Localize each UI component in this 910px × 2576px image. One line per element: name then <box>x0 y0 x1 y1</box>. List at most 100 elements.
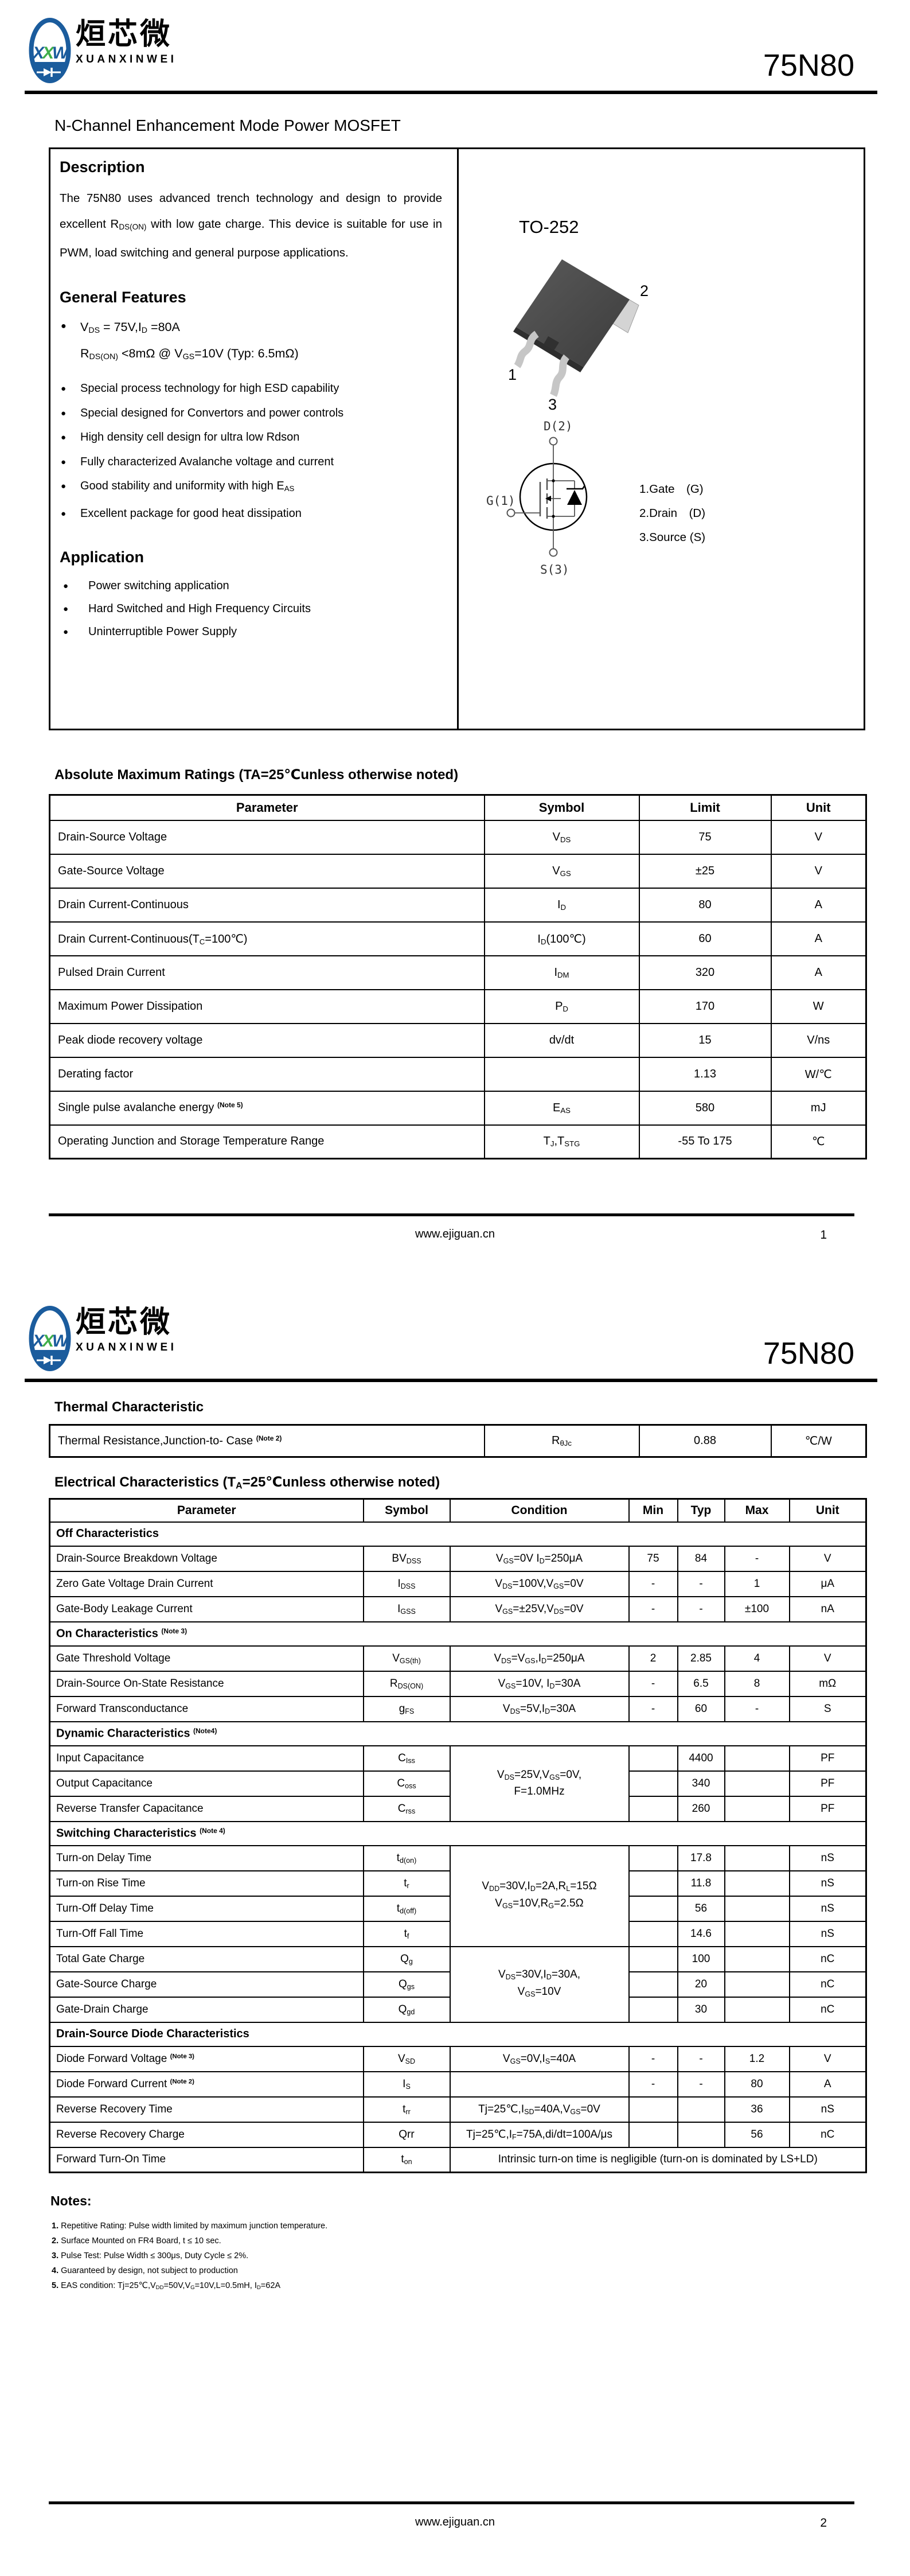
parameter-cell: Drain-Source Voltage <box>49 819 485 855</box>
symbol-cell: ID <box>483 887 640 923</box>
abs-max-header-row: Parameter Symbol Limit Unit <box>49 794 867 821</box>
pin-legend-item: 2.Drain (D) <box>639 507 706 520</box>
shared-condition-cell: VDS=30V,ID=30A, VGS=10V <box>449 1945 630 2023</box>
column-header: Max <box>724 1498 790 1523</box>
package-3d-icon: 2 1 3 <box>508 259 649 413</box>
logo-letter: W <box>52 44 70 63</box>
symbol-drain-label: D(2) <box>544 419 573 433</box>
table-row: Derating factor 1.13 W/℃ <box>49 1056 867 1092</box>
parameter-cell: Derating factor <box>49 1056 485 1092</box>
table-row: Drain-Source Breakdown Voltage BVDSS VGS=0… <box>49 1545 867 1572</box>
package-name: TO-252 <box>519 217 579 237</box>
limit-cell: 1.13 <box>638 1056 772 1092</box>
table-row: Gate-Source Charge Qgs 20 nC <box>49 1971 867 1998</box>
parameter-cell: Gate-Source Voltage <box>49 853 485 889</box>
logo-oval-icon: X X W <box>29 18 71 83</box>
unit-cell: ℃ <box>770 1124 867 1159</box>
brand-text: 烜芯微 XUANXINWEI <box>76 17 177 66</box>
symbol-cell <box>483 1056 640 1092</box>
package-pin3-label: 3 <box>548 396 557 413</box>
unit-cell: W <box>770 989 867 1024</box>
feature-item: Excellent package for good heat dissipat… <box>60 501 442 526</box>
logo-letter: X <box>41 44 55 63</box>
column-header: Condition <box>449 1498 630 1523</box>
footer-page-number: 1 <box>820 1228 827 1242</box>
column-header: Unit <box>770 794 867 821</box>
limit-cell: -55 To 175 <box>638 1124 772 1159</box>
parameter-cell: Drain Current-Continuous(TC=100℃) <box>49 921 485 956</box>
table-row: Peak diode recovery voltage dv/dt 15 V/n… <box>49 1022 867 1058</box>
table-row: Drain-Source On-State Resistance RDS(ON) V… <box>49 1670 867 1697</box>
logo-letter: X <box>41 1332 55 1351</box>
table-row: Forward Transconductance gFS VDS=5V,ID=30A… <box>49 1695 867 1722</box>
table-row: Drain Current-Continuous ID 80 A <box>49 887 867 923</box>
limit-cell: 170 <box>638 989 772 1024</box>
note-item: 2. Surface Mounted on FR4 Board, t ≤ 10 … <box>52 2236 221 2246</box>
application-heading: Application <box>60 548 144 566</box>
header-rule <box>25 91 877 94</box>
note-item: 1. Repetitive Rating: Pulse width limite… <box>52 2221 328 2231</box>
note-item: 4. Guaranteed by design, not subject to … <box>52 2266 238 2275</box>
table-row: Diode Forward Voltage (Note 3) VSD VGS=0V,… <box>49 2045 867 2072</box>
mosfet-symbol-icon: D(2) G(1) S(3) <box>486 419 588 577</box>
diode-icon <box>37 1356 61 1365</box>
table-row: Reverse Recovery Time trr Tj=25℃,ISD=40A,V… <box>49 2096 867 2123</box>
symbol-cell: IDM <box>483 955 640 990</box>
pin-legend-item: 3.Source (S) <box>639 531 706 544</box>
overview-box: Description The 75N80 uses advanced tren… <box>49 147 865 730</box>
feature-item: Good stability and uniformity with high … <box>60 474 442 501</box>
column-header: Typ <box>677 1498 725 1523</box>
footer-rule <box>49 2501 854 2504</box>
feature-lead-item: VDS = 75V,ID =80A <box>60 320 442 335</box>
description-text: The 75N80 uses advanced trench technolog… <box>60 192 442 259</box>
column-header: Symbol <box>362 1498 451 1523</box>
electrical-title: Electrical Characteristics (TA=25℃unless… <box>54 1474 440 1491</box>
table-row: Operating Junction and Storage Temperatu… <box>49 1124 867 1159</box>
limit-cell: 320 <box>638 955 772 990</box>
footer-page-number: 2 <box>820 2516 827 2530</box>
limit-cell: 60 <box>638 921 772 956</box>
brand-latin-name: XUANXINWEI <box>76 1341 177 1353</box>
section-row: Drain-Source Diode Characteristics <box>49 2021 867 2047</box>
unit-cell: A <box>770 887 867 923</box>
symbol-cell: dv/dt <box>483 1022 640 1058</box>
symbol-cell: VDS <box>483 819 640 855</box>
logo-letter: X <box>32 1332 45 1351</box>
feature-item: Special designed for Convertors and powe… <box>60 401 442 426</box>
doc-title: N-Channel Enhancement Mode Power MOSFET <box>54 116 401 134</box>
page-1: X X W 烜芯微 XUANXINWEI 75N80 N-Channel Enh… <box>0 0 910 1288</box>
note-item: 3. Pulse Test: Pulse Width ≤ 300μs, Duty… <box>52 2251 249 2260</box>
shared-condition-cell: VDS=25V,VGS=0V, F=1.0MHz <box>449 1745 630 1822</box>
unit-cell: ℃/W <box>770 1424 867 1458</box>
table-row: Turn-Off Fall Time tf 14.6 nS <box>49 1920 867 1947</box>
part-number: 75N80 <box>763 1336 854 1371</box>
table-row: Forward Turn-On Time ton Intrinsic turn-… <box>49 2146 867 2173</box>
column-header: Symbol <box>483 794 640 821</box>
table-row: Turn-on Delay Time td(on) VDD=30V,ID=2A,… <box>49 1845 867 1947</box>
table-row: Gate-Drain Charge Qgd 30 nC <box>49 1996 867 2023</box>
brand-latin-name: XUANXINWEI <box>76 53 177 65</box>
pin-legend-item: 1.Gate (G) <box>639 482 704 496</box>
symbol-source-label: S(3) <box>540 563 569 577</box>
table-row: Total Gate Charge Qg VDS=30V,ID=30A, VGS=… <box>49 1945 867 2023</box>
general-features-heading: General Features <box>60 288 186 306</box>
column-header: Unit <box>788 1498 867 1523</box>
overview-right-column: TO-252 2 1 3 <box>459 149 864 729</box>
thermal-table: Thermal Resistance,Junction-to- Case (No… <box>49 1424 867 1458</box>
parameter-cell: Single pulse avalanche energy (Note 5) <box>49 1090 485 1126</box>
table-row: Drain Current-Continuous(TC=100℃) ID(100… <box>49 921 867 956</box>
table-row: Gate Threshold Voltage VGS(th) VDS=VGS,ID=… <box>49 1645 867 1672</box>
package-pin2-label: 2 <box>640 282 649 299</box>
symbol-cell: ID(100℃) <box>483 921 640 956</box>
notes-heading: Notes: <box>50 2193 92 2208</box>
table-row: Diode Forward Current (Note 2) IS - -80 A <box>49 2071 867 2098</box>
column-header: Limit <box>638 794 772 821</box>
unit-cell: A <box>770 955 867 990</box>
application-list: Power switching applicationHard Switched… <box>60 574 442 644</box>
parameter-cell: Pulsed Drain Current <box>49 955 485 990</box>
parameter-cell: Maximum Power Dissipation <box>49 989 485 1024</box>
page-2: X X W 烜芯微 XUANXINWEI 75N80 Thermal Chara… <box>0 1288 910 2576</box>
unit-cell: A <box>770 921 867 956</box>
abs-max-title: Absolute Maximum Ratings (TA=25℃unless o… <box>54 767 459 783</box>
table-row: Reverse Recovery Charge Qrr Tj=25℃,IF=75A,… <box>49 2121 867 2148</box>
